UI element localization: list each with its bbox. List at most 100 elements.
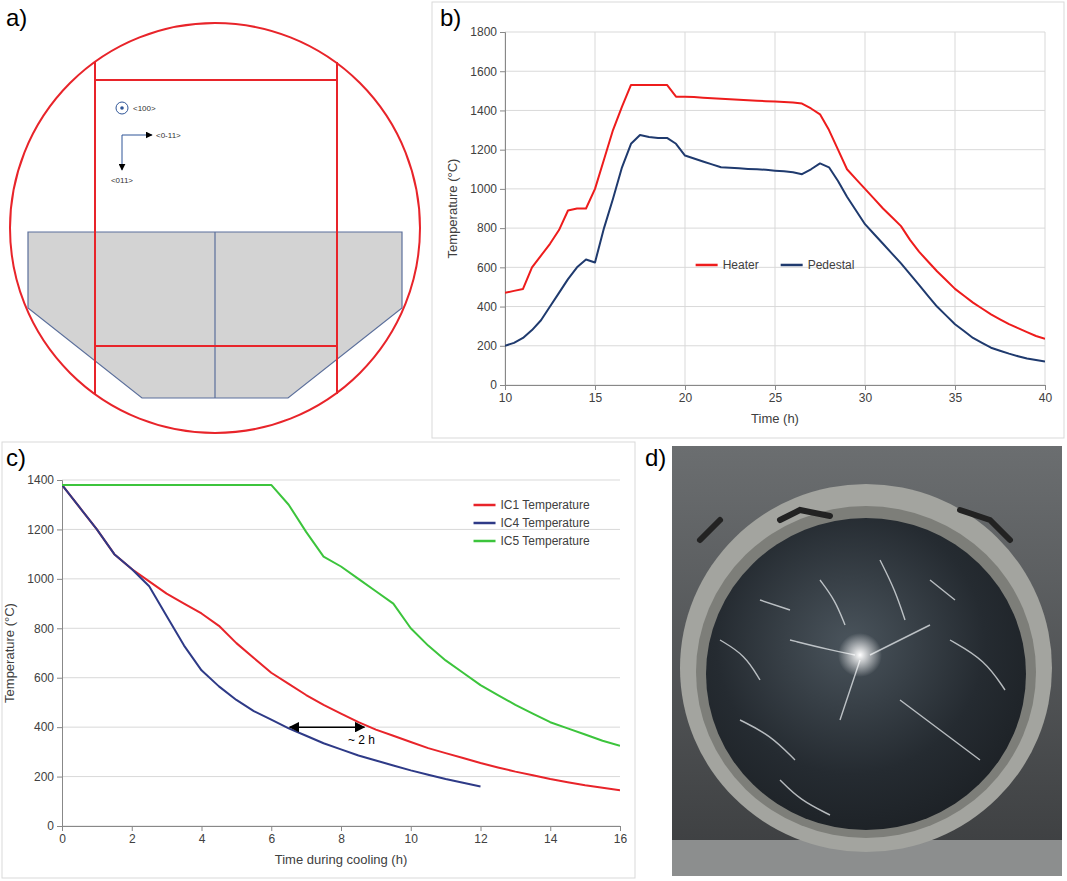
grid-line-x (685, 32, 686, 385)
center-line (214, 232, 215, 398)
y-tick-label: 0 (490, 378, 497, 392)
legend-item: Pedestal (781, 258, 855, 272)
legend-swatch (474, 540, 496, 543)
grid-line-x (1045, 32, 1046, 385)
legend-label: Pedestal (808, 258, 855, 272)
annotation-arrow (290, 726, 365, 728)
y-tick-mark (57, 579, 62, 580)
crystal-streak (820, 580, 845, 625)
y-tick: 1200 (470, 143, 505, 157)
y-tick: 600 (477, 261, 505, 275)
diagram: <100><0-11><011>a) (6, 4, 420, 433)
panel-letter: d) (645, 444, 666, 471)
y-tick-label: 0 (47, 819, 54, 833)
cut-line (95, 345, 337, 347)
y-axis-title: Temperature (°C) (445, 159, 460, 259)
x-tick: 2 (129, 826, 136, 846)
annotation-background (346, 732, 377, 748)
x-tick-label: 40 (1039, 391, 1053, 405)
x-tick-label: 0 (59, 832, 66, 846)
y-tick-mark (500, 110, 505, 111)
y-tick-label: 800 (477, 221, 497, 235)
y-tick: 1000 (470, 182, 505, 196)
x-tick-mark (685, 385, 686, 390)
legend-swatch (696, 264, 718, 267)
x-tick-mark (865, 385, 866, 390)
y-tick-mark (500, 267, 505, 268)
y-tick-mark (57, 727, 62, 728)
y-tick: 600 (34, 671, 62, 685)
x-tick: 6 (268, 826, 275, 846)
panel-letter: b) (440, 4, 461, 31)
x-tick-mark (481, 826, 482, 831)
x-tick-label: 20 (679, 391, 693, 405)
y-tick-mark (500, 307, 505, 308)
y-tick-mark (57, 678, 62, 679)
legend-label: IC5 Temperature (501, 534, 590, 548)
x-tick-label: 6 (268, 832, 275, 846)
y-axis-title: Temperature (°C) (2, 603, 17, 703)
y-tick-mark (500, 346, 505, 347)
x-tick-mark (620, 826, 621, 831)
x-tick-label: 12 (474, 832, 488, 846)
y-tick-mark (57, 480, 62, 481)
plot-area (62, 485, 620, 790)
plot-area (505, 85, 1045, 362)
x-tick: 0 (59, 826, 66, 846)
y-tick: 1400 (27, 473, 62, 487)
y-tick: 1000 (27, 572, 62, 586)
x-tick-label: 30 (859, 391, 873, 405)
legend-label: Heater (723, 258, 759, 272)
y-tick: 1400 (470, 104, 505, 118)
series-line (505, 85, 1045, 339)
y-tick: 0 (47, 819, 62, 833)
ingot-outline (10, 23, 420, 433)
y-tick-label: 400 (34, 720, 54, 734)
grid-line-x (775, 32, 776, 385)
orientation-circle (116, 102, 128, 114)
panel-letter: a) (6, 4, 27, 31)
x-tick-mark (271, 826, 272, 831)
y-tick-label: 400 (477, 300, 497, 314)
x-axis-title: Time during cooling (h) (275, 852, 407, 867)
rim-stain (960, 510, 1010, 540)
x-tick-mark (775, 385, 776, 390)
y-tick: 400 (34, 720, 62, 734)
orientation-label: <100> (133, 104, 156, 113)
y-tick-mark (57, 529, 62, 530)
rim-stain (700, 520, 720, 540)
y-tick-label: 200 (34, 770, 54, 784)
x-tick: 14 (544, 826, 558, 846)
x-tick-label: 25 (769, 391, 783, 405)
y-axis-line (57, 481, 63, 827)
reflection (838, 633, 882, 677)
y-tick: 800 (34, 622, 62, 636)
x-axis-title: Time (h) (751, 411, 799, 426)
crystal-streak (740, 720, 795, 760)
y-tick-mark (500, 32, 505, 33)
y-axis-line (500, 33, 506, 386)
rim-stain (780, 510, 830, 520)
y-tick-label: 1200 (27, 523, 54, 537)
x-tick-mark (202, 826, 203, 831)
grid-line-y (62, 727, 620, 728)
x-tick-label: 10 (499, 391, 513, 405)
grid-line-y (62, 480, 620, 481)
y-tick: 200 (34, 770, 62, 784)
y-tick: 1200 (27, 523, 62, 537)
y-tick-label: 1800 (470, 25, 497, 39)
x-tick-mark (550, 826, 551, 831)
x-tick: 20 (679, 385, 693, 405)
legend-item: Heater (696, 258, 759, 272)
figure: 1015202530354002004006008001000120014001… (0, 0, 1067, 881)
crystal-streak (930, 580, 955, 600)
y-tick-label: 600 (477, 261, 497, 275)
x-tick: 15 (589, 385, 603, 405)
y-tick-mark (500, 228, 505, 229)
grid (505, 32, 1045, 385)
orientation-label: <011> (111, 176, 133, 185)
x-tick: 35 (949, 385, 963, 405)
chart-panel: 02468101214160200400600800100012001400Ti… (2, 442, 635, 878)
x-tick: 4 (199, 826, 206, 846)
legend-swatch (781, 264, 803, 267)
